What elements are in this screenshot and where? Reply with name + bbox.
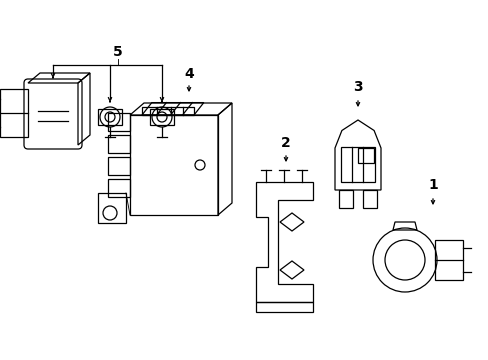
Text: 2: 2: [281, 136, 290, 150]
Text: 3: 3: [352, 80, 362, 94]
Text: 4: 4: [184, 67, 193, 81]
Text: 5: 5: [113, 45, 122, 59]
Text: 1: 1: [427, 178, 437, 192]
